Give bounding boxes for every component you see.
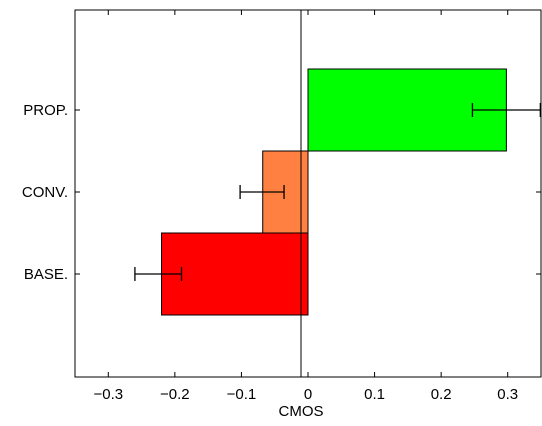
x-axis-label: CMOS bbox=[279, 403, 324, 420]
x-tick-label: 0 bbox=[304, 386, 312, 403]
error-bar-conv bbox=[239, 185, 285, 199]
y-tick-label: CONV. bbox=[22, 184, 68, 201]
x-tick-label: −0.3 bbox=[93, 386, 123, 403]
x-tick-label: 0.2 bbox=[431, 386, 452, 403]
error-bar-base bbox=[134, 267, 183, 281]
bars-layer bbox=[161, 68, 507, 316]
x-tick-label: 0.1 bbox=[364, 386, 385, 403]
y-tick-label: BASE. bbox=[24, 266, 68, 283]
x-tick-label: −0.1 bbox=[227, 386, 257, 403]
y-ticks-layer: BASE. CONV. PROP. bbox=[22, 102, 541, 283]
x-ticks-layer: −0.3 −0.2 −0.1 0 0.1 0.2 0.3 bbox=[93, 10, 518, 403]
bar-base bbox=[161, 232, 309, 316]
y-tick-label: PROP. bbox=[23, 102, 68, 119]
x-tick-label: −0.2 bbox=[160, 386, 190, 403]
x-tick-label: 0.3 bbox=[497, 386, 518, 403]
